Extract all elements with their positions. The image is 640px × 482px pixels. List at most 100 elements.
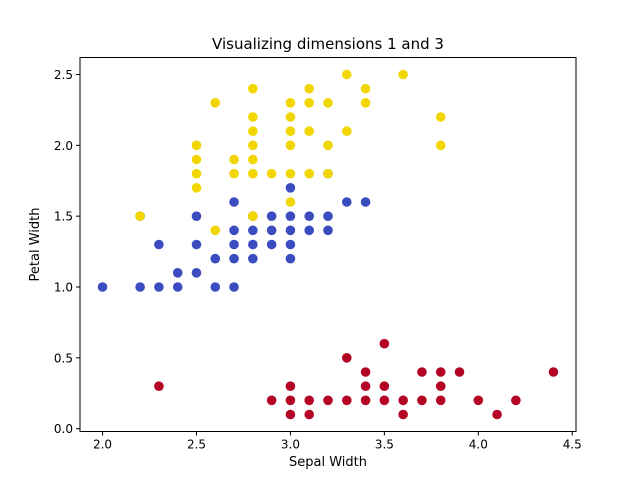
y-tick-label: 2.0 xyxy=(54,139,73,153)
data-point xyxy=(304,98,315,108)
data-point xyxy=(304,126,315,136)
data-point xyxy=(191,239,202,250)
y-tick-label: 1.5 xyxy=(54,210,73,224)
data-point xyxy=(285,225,296,236)
data-point xyxy=(285,126,296,136)
data-point xyxy=(172,282,183,292)
data-point xyxy=(304,225,315,236)
x-tick-label: 3.5 xyxy=(375,438,394,452)
data-point xyxy=(266,225,277,236)
data-point xyxy=(285,98,296,108)
data-point xyxy=(229,239,239,250)
data-point xyxy=(285,381,296,391)
data-point xyxy=(229,168,239,179)
chart-title: Visualizing dimensions 1 and 3 xyxy=(212,35,444,53)
data-point xyxy=(135,211,145,221)
data-point xyxy=(285,253,296,264)
data-point xyxy=(248,126,258,136)
data-point xyxy=(285,183,296,193)
data-point xyxy=(341,197,352,207)
data-point xyxy=(323,211,333,221)
data-point xyxy=(360,98,371,108)
data-point xyxy=(172,268,183,278)
y-tick-label: 0.0 xyxy=(54,422,73,436)
data-point xyxy=(285,395,296,406)
data-point xyxy=(435,367,446,377)
data-point xyxy=(379,381,390,391)
data-point xyxy=(341,126,352,136)
data-point xyxy=(323,225,333,236)
data-point xyxy=(360,197,371,207)
data-point xyxy=(379,395,390,406)
data-point xyxy=(248,239,258,250)
points-layer xyxy=(97,69,559,420)
data-point xyxy=(379,338,390,349)
y-axis: 0.0 0.5 1.0 1.5 2.0 2.5 xyxy=(54,68,80,436)
y-tick-label: 2.5 xyxy=(54,68,73,82)
x-tick-label: 2.0 xyxy=(93,438,112,452)
data-point xyxy=(341,353,352,363)
data-point xyxy=(548,367,559,377)
data-point xyxy=(191,268,202,278)
data-point xyxy=(341,395,352,406)
data-point xyxy=(266,395,277,406)
data-point xyxy=(323,395,333,406)
data-point xyxy=(266,211,277,221)
data-point xyxy=(248,225,258,236)
x-tick-label: 3.0 xyxy=(281,438,300,452)
x-tick-label: 2.5 xyxy=(187,438,206,452)
data-point xyxy=(191,154,202,165)
data-point xyxy=(248,140,258,151)
data-point xyxy=(435,395,446,406)
data-point xyxy=(135,282,145,292)
data-point xyxy=(417,395,427,406)
data-point xyxy=(229,154,239,165)
data-point xyxy=(154,282,164,292)
data-point xyxy=(360,395,371,406)
y-tick-label: 0.5 xyxy=(54,351,73,365)
data-point xyxy=(473,395,484,406)
data-point xyxy=(210,282,221,292)
data-point xyxy=(210,98,221,108)
data-point xyxy=(285,112,296,122)
data-point xyxy=(210,225,221,236)
data-point xyxy=(285,197,296,207)
data-point xyxy=(492,409,502,420)
data-point xyxy=(285,239,296,250)
data-point xyxy=(398,395,408,406)
data-point xyxy=(191,211,202,221)
x-axis: 2.0 2.5 3.0 3.5 4.0 4.5 xyxy=(93,431,582,452)
data-point xyxy=(248,83,258,94)
data-point xyxy=(248,154,258,165)
data-point xyxy=(210,253,221,264)
data-point xyxy=(360,381,371,391)
x-tick-label: 4.5 xyxy=(563,438,582,452)
data-point xyxy=(285,409,296,420)
data-point xyxy=(285,211,296,221)
data-point xyxy=(285,168,296,179)
data-point xyxy=(323,168,333,179)
data-point xyxy=(229,282,239,292)
data-point xyxy=(398,69,408,80)
data-point xyxy=(285,140,296,151)
data-point xyxy=(248,211,258,221)
data-point xyxy=(191,140,202,151)
data-point xyxy=(435,112,446,122)
data-point xyxy=(304,83,315,94)
data-point xyxy=(266,168,277,179)
data-point xyxy=(191,168,202,179)
data-point xyxy=(304,168,315,179)
y-axis-label: Petal Width xyxy=(28,208,43,282)
data-point xyxy=(454,367,465,377)
data-point xyxy=(360,83,371,94)
data-point xyxy=(304,395,315,406)
data-point xyxy=(304,409,315,420)
data-point xyxy=(229,197,239,207)
data-point xyxy=(323,140,333,151)
data-point xyxy=(248,112,258,122)
data-point xyxy=(511,395,521,406)
data-point xyxy=(266,239,277,250)
data-point xyxy=(248,253,258,264)
